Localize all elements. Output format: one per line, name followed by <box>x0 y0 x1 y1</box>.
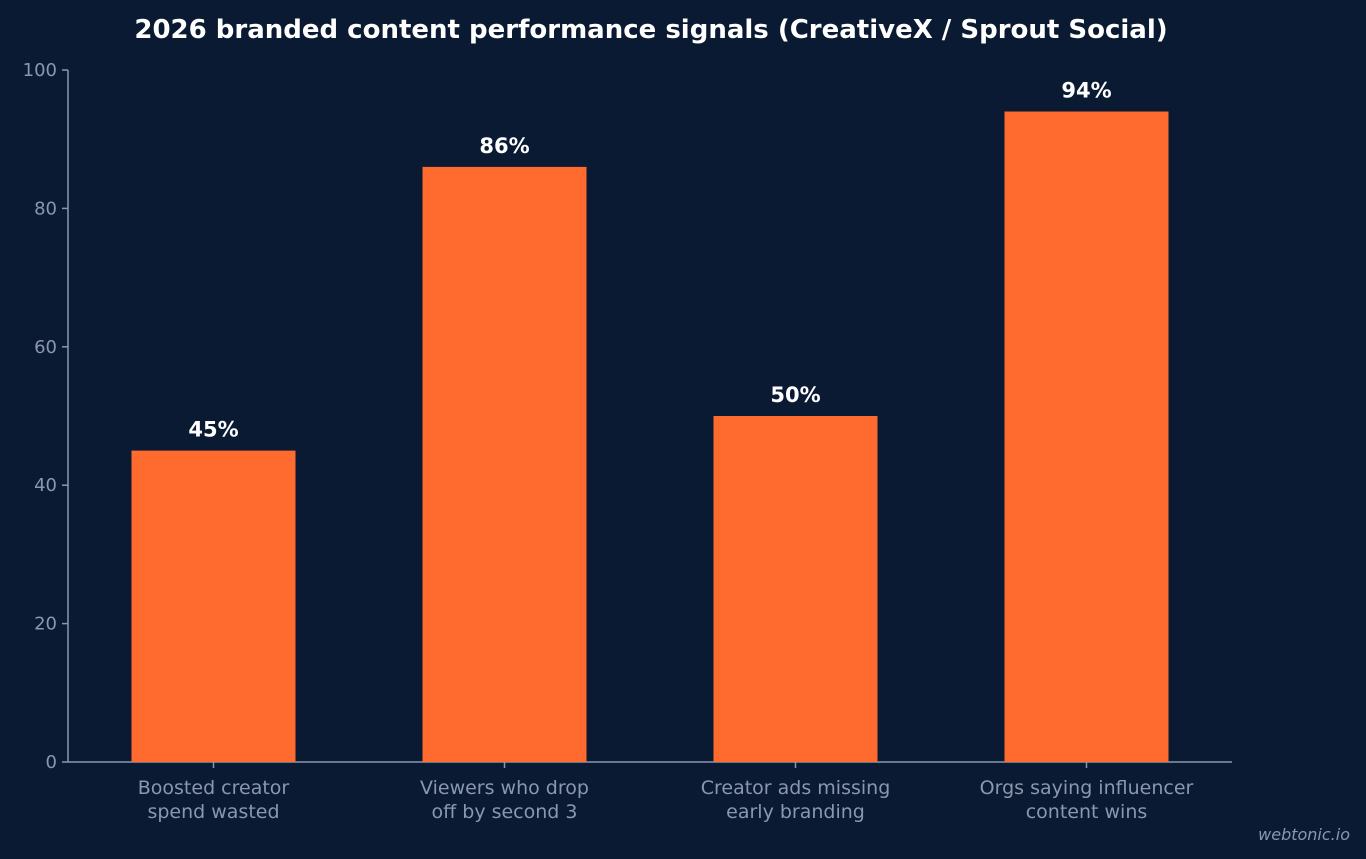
y-tick-label: 100 <box>23 60 57 81</box>
bar <box>131 450 296 762</box>
data-label: 50% <box>770 383 820 407</box>
y-tick-label: 40 <box>34 475 57 496</box>
data-label: 45% <box>188 418 238 442</box>
y-tick-label: 20 <box>34 614 57 635</box>
x-tick-label: Creator ads missing <box>701 777 891 799</box>
x-tick-label: Orgs saying influencer <box>980 777 1194 799</box>
x-tick-label: off by second 3 <box>432 801 578 823</box>
data-label: 86% <box>479 134 529 158</box>
x-tick-label: Viewers who drop <box>420 777 589 799</box>
x-tick-label: spend wasted <box>147 801 279 823</box>
bar <box>422 166 587 762</box>
chart-title: 2026 branded content performance signals… <box>134 15 1167 45</box>
bar <box>1004 111 1169 762</box>
watermark: webtonic.io <box>1258 825 1350 844</box>
x-tick-label: content wins <box>1026 801 1148 823</box>
x-tick-label: early branding <box>726 801 865 823</box>
y-tick-label: 60 <box>34 337 57 358</box>
y-tick-label: 80 <box>34 198 57 219</box>
x-tick-label: Boosted creator <box>138 777 290 799</box>
y-tick-label: 0 <box>46 752 57 773</box>
data-label: 94% <box>1061 79 1111 103</box>
bars <box>131 111 1169 762</box>
bar <box>713 416 878 762</box>
